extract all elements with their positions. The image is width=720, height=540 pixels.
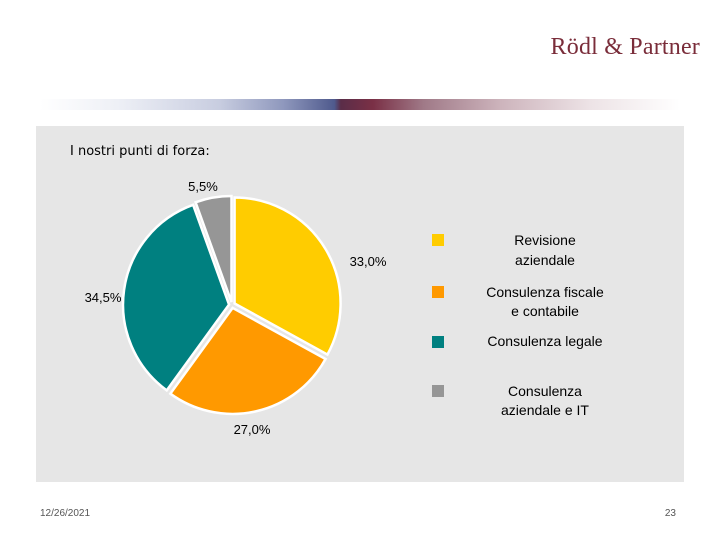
legend-swatch [432, 385, 444, 397]
legend-label: aziendale e IT [501, 402, 589, 418]
slide-heading: I nostri punti di forza: [70, 144, 210, 159]
header-decorative-band [40, 99, 680, 110]
footer-date: 12/26/2021 [40, 508, 91, 519]
legend-item: Revisione aziendale [432, 232, 576, 268]
company-logo: Rödl & Partner [550, 34, 700, 60]
legend-label: Consulenza [508, 383, 582, 399]
data-label-consulenza-aziendale-e-it: 5,5% [188, 179, 218, 194]
pie-slice-consulenza-aziendale-e-it [193, 194, 233, 303]
legend-swatch [432, 286, 444, 298]
legend-swatch [432, 234, 444, 246]
legend-label: aziendale [515, 252, 575, 268]
data-label-consulenza-legale: 34,5% [85, 290, 122, 305]
data-label-revisione-aziendale: 33,0% [350, 254, 387, 269]
legend-label: Consulenza legale [487, 333, 602, 349]
pie-slice-revisione-aziendale [233, 196, 342, 357]
legend-label: e contabile [511, 303, 579, 319]
pie-slice-consulenza-fiscale-e-contabile [168, 306, 328, 416]
legend-swatch [432, 336, 444, 348]
legend-item: Consulenza legale [432, 333, 603, 349]
page-number: 23 [664, 508, 676, 519]
legend-item: Consulenza aziendale e IT [432, 383, 589, 418]
data-label-consulenza-fiscale-e-contabile: 27,0% [234, 422, 271, 437]
pie-slice-consulenza-legale [121, 203, 231, 393]
legend-label: Revisione [514, 232, 576, 248]
legend-label: Consulenza fiscale [486, 284, 604, 300]
legend-item: Consulenza fiscale e contabile [432, 284, 604, 319]
